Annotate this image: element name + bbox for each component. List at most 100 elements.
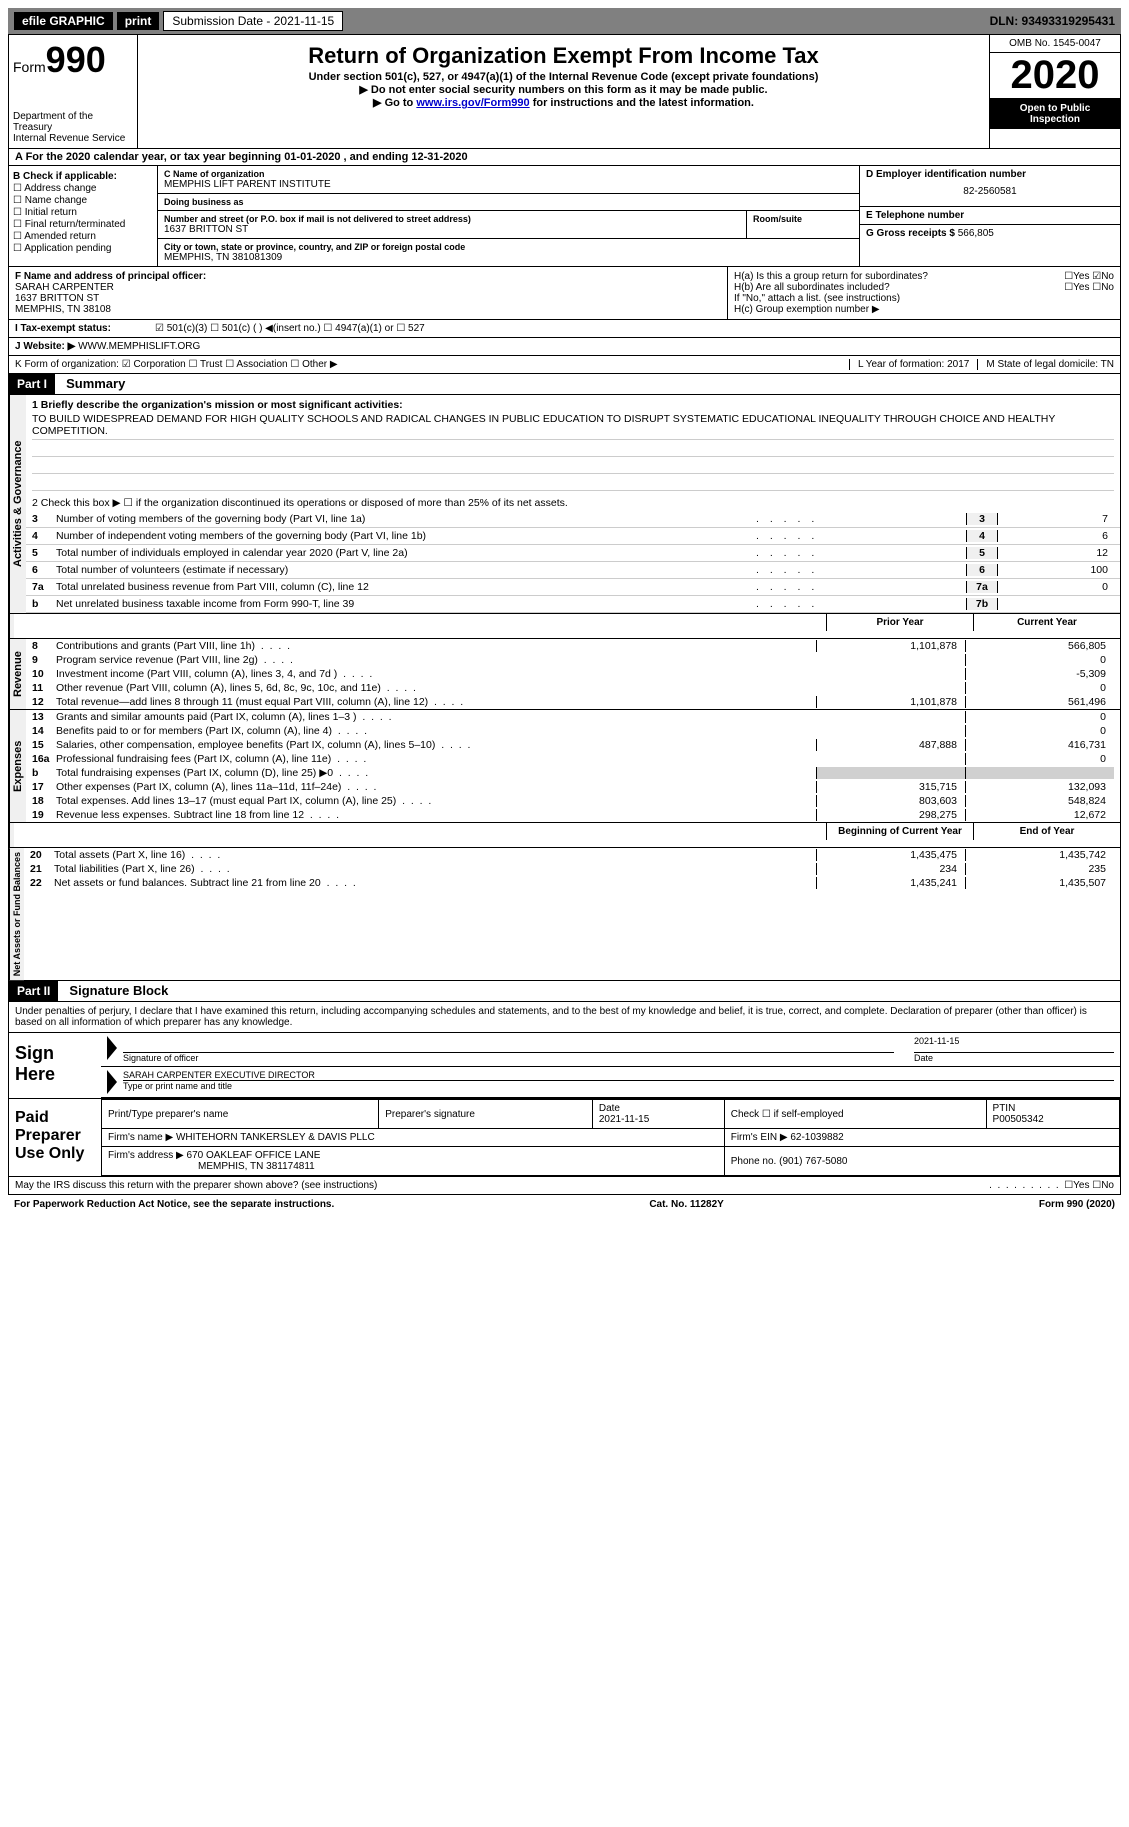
part1-title: Summary bbox=[66, 376, 125, 391]
gross-value: 566,805 bbox=[958, 228, 994, 239]
line-box: 5 bbox=[966, 547, 998, 559]
line-num: 10 bbox=[32, 668, 56, 680]
chk-address[interactable]: ☐ Address change bbox=[13, 183, 153, 194]
line-box: 3 bbox=[966, 513, 998, 525]
subtitle-2: ▶ Do not enter social security numbers o… bbox=[144, 83, 983, 96]
hb-label: H(b) Are all subordinates included? bbox=[734, 282, 1064, 293]
street-value: 1637 BRITTON ST bbox=[164, 224, 740, 235]
org-name-label: C Name of organization bbox=[164, 169, 853, 179]
current-val: 0 bbox=[965, 654, 1114, 666]
subtitle-1: Under section 501(c), 527, or 4947(a)(1)… bbox=[144, 71, 983, 83]
line-num: 20 bbox=[30, 849, 54, 861]
sig-date: 2021-11-15 bbox=[914, 1036, 1114, 1053]
sign-here-label: Sign Here bbox=[9, 1033, 101, 1098]
printed-name-label: Type or print name and title bbox=[123, 1081, 232, 1091]
dln-label: DLN: 93493319295431 bbox=[990, 14, 1115, 28]
room-label: Room/suite bbox=[753, 214, 853, 224]
form-title: Return of Organization Exempt From Incom… bbox=[144, 43, 983, 69]
dba-label: Doing business as bbox=[164, 197, 853, 207]
prep-ptin: P00505342 bbox=[993, 1114, 1044, 1125]
current-val: 235 bbox=[965, 863, 1114, 875]
chk-name[interactable]: ☐ Name change bbox=[13, 195, 153, 206]
arrow-icon bbox=[107, 1070, 117, 1094]
firm-addr: 670 OAKLEAF OFFICE LANE bbox=[187, 1150, 321, 1161]
line-num: 4 bbox=[32, 530, 56, 542]
form-word: Form bbox=[13, 59, 46, 75]
hc-label: H(c) Group exemption number ▶ bbox=[734, 304, 1114, 315]
line-num: 8 bbox=[32, 640, 56, 652]
hb-answer: ☐Yes ☐No bbox=[1064, 282, 1114, 293]
firm-phone-label: Phone no. bbox=[731, 1156, 777, 1167]
form-number: 990 bbox=[46, 39, 106, 80]
line-desc: Investment income (Part VIII, column (A)… bbox=[56, 668, 816, 680]
line-val: 6 bbox=[998, 530, 1114, 542]
firm-phone: (901) 767-5080 bbox=[779, 1156, 847, 1167]
line-desc: Total fundraising expenses (Part IX, col… bbox=[56, 767, 816, 779]
current-val: 548,824 bbox=[965, 795, 1114, 807]
prior-val: 298,275 bbox=[816, 809, 965, 821]
officer-name: SARAH CARPENTER bbox=[15, 282, 721, 293]
line-desc: Total unrelated business revenue from Pa… bbox=[56, 581, 756, 593]
line-num: b bbox=[32, 598, 56, 610]
irs-link[interactable]: www.irs.gov/Form990 bbox=[416, 97, 529, 109]
line-val: 7 bbox=[998, 513, 1114, 525]
line-box: 4 bbox=[966, 530, 998, 542]
header-begin: Beginning of Current Year bbox=[826, 823, 973, 840]
subtitle-3-pre: ▶ Go to bbox=[373, 97, 416, 109]
chk-final[interactable]: ☐ Final return/terminated bbox=[13, 219, 153, 230]
form-org-type: K Form of organization: ☑ Corporation ☐ … bbox=[15, 359, 849, 370]
line-num: 17 bbox=[32, 781, 56, 793]
line2-text: 2 Check this box ▶ ☐ if the organization… bbox=[32, 497, 1114, 509]
row-k-l-m: K Form of organization: ☑ Corporation ☐ … bbox=[8, 356, 1121, 374]
current-val: 566,805 bbox=[965, 640, 1114, 652]
line-desc: Other revenue (Part VIII, column (A), li… bbox=[56, 682, 816, 694]
line-desc: Total liabilities (Part X, line 26) . . … bbox=[54, 863, 816, 875]
line-desc: Total expenses. Add lines 13–17 (must eq… bbox=[56, 795, 816, 807]
vlabel-governance: Activities & Governance bbox=[9, 395, 26, 613]
open-public-label: Open to Public Inspection bbox=[990, 99, 1120, 129]
header-current: Current Year bbox=[973, 614, 1120, 631]
hb-note: If "No," attach a list. (see instruction… bbox=[734, 293, 1114, 304]
may-discuss-text: May the IRS discuss this return with the… bbox=[15, 1180, 989, 1191]
chk-initial[interactable]: ☐ Initial return bbox=[13, 207, 153, 218]
firm-addr-label: Firm's address ▶ bbox=[108, 1150, 184, 1161]
line-val: 100 bbox=[998, 564, 1114, 576]
signature-declaration: Under penalties of perjury, I declare th… bbox=[8, 1002, 1121, 1033]
line-num: 15 bbox=[32, 739, 56, 751]
line-desc: Total number of individuals employed in … bbox=[56, 547, 756, 559]
line-val: 0 bbox=[998, 581, 1114, 593]
row-i: I Tax-exempt status: ☑ 501(c)(3) ☐ 501(c… bbox=[8, 320, 1121, 338]
chk-pending[interactable]: ☐ Application pending bbox=[13, 243, 153, 254]
line-num: 16a bbox=[32, 753, 56, 765]
top-bar: efile GRAPHIC print Submission Date - 20… bbox=[8, 8, 1121, 34]
part1-label: Part I bbox=[9, 374, 55, 394]
prior-val: 1,435,241 bbox=[816, 877, 965, 889]
current-val: 1,435,507 bbox=[965, 877, 1114, 889]
line-num: 7a bbox=[32, 581, 56, 593]
prep-h1: Print/Type preparer's name bbox=[102, 1100, 379, 1129]
footer-right: Form 990 (2020) bbox=[1039, 1199, 1115, 1210]
line-num: 9 bbox=[32, 654, 56, 666]
org-name: MEMPHIS LIFT PARENT INSTITUTE bbox=[164, 179, 853, 190]
line-desc: Other expenses (Part IX, column (A), lin… bbox=[56, 781, 816, 793]
line-num: 19 bbox=[32, 809, 56, 821]
line-num: 5 bbox=[32, 547, 56, 559]
chk-amended[interactable]: ☐ Amended return bbox=[13, 231, 153, 242]
year-formation: L Year of formation: 2017 bbox=[849, 359, 977, 370]
sig-date-label: Date bbox=[914, 1053, 933, 1063]
current-val: 416,731 bbox=[965, 739, 1114, 751]
may-discuss-row: May the IRS discuss this return with the… bbox=[8, 1177, 1121, 1195]
print-button[interactable]: print bbox=[117, 12, 160, 30]
preparer-table: Print/Type preparer's name Preparer's si… bbox=[101, 1099, 1120, 1176]
ein-label: D Employer identification number bbox=[866, 169, 1114, 180]
line-desc: Total revenue—add lines 8 through 11 (mu… bbox=[56, 696, 816, 708]
firm-ein-label: Firm's EIN ▶ bbox=[731, 1132, 788, 1143]
line-num: 3 bbox=[32, 513, 56, 525]
efile-label: efile GRAPHIC bbox=[14, 12, 113, 30]
col-headers-begin-end: Beginning of Current Year End of Year bbox=[14, 823, 1120, 840]
form-header: Form990 Department of the Treasury Inter… bbox=[8, 34, 1121, 149]
prep-selfemp: Check ☐ if self-employed bbox=[724, 1100, 986, 1129]
city-label: City or town, state or province, country… bbox=[164, 242, 853, 252]
ein-value: 82-2560581 bbox=[866, 180, 1114, 203]
prior-val: 1,435,475 bbox=[816, 849, 965, 861]
